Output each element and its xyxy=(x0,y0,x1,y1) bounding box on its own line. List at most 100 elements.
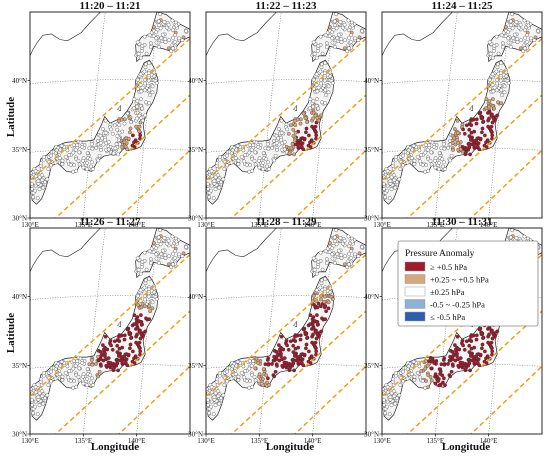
station-point xyxy=(251,143,255,147)
station-point xyxy=(495,81,499,86)
station-point xyxy=(536,29,540,33)
station-point xyxy=(455,138,459,143)
station-point xyxy=(311,116,315,121)
station-point xyxy=(54,148,59,153)
station-point xyxy=(312,51,317,56)
station-point xyxy=(147,33,152,37)
station-point xyxy=(41,155,46,159)
station-point xyxy=(152,290,157,295)
station-point xyxy=(289,362,294,367)
station-point xyxy=(312,267,317,272)
station-point xyxy=(486,340,490,345)
station-point xyxy=(263,362,268,367)
station-point xyxy=(316,322,320,327)
legend-label: +0.25 ~ +0.5 hPa xyxy=(430,275,489,285)
station-point xyxy=(137,345,142,350)
station-point xyxy=(462,131,467,136)
station-point xyxy=(117,334,121,339)
station-point xyxy=(477,111,482,116)
station-point xyxy=(323,101,328,106)
station-point xyxy=(492,106,496,111)
station-point xyxy=(282,356,287,360)
station-point xyxy=(140,85,145,90)
station-point xyxy=(326,306,331,311)
station-point xyxy=(502,84,507,89)
legend-label: ≤ -0.5 hPa xyxy=(430,312,465,322)
station-point xyxy=(463,151,468,156)
station-point xyxy=(75,359,79,363)
station-point xyxy=(483,349,487,354)
station-point xyxy=(308,97,313,102)
station-point xyxy=(292,368,296,373)
x-tick-label: 130°E xyxy=(373,437,391,445)
y-tick-label: 40°N xyxy=(12,293,27,301)
wave-front-line xyxy=(206,253,366,398)
station-point xyxy=(523,46,527,51)
parallel xyxy=(30,79,190,84)
station-point xyxy=(327,250,332,254)
station-point xyxy=(174,239,179,244)
station-point xyxy=(139,331,144,336)
station-point xyxy=(159,36,164,40)
station-point xyxy=(135,315,140,319)
ylabel-top: Latitude xyxy=(5,97,17,137)
station-point xyxy=(219,180,223,185)
map-content xyxy=(30,12,190,218)
station-point xyxy=(330,297,335,301)
station-point xyxy=(116,152,120,157)
station-point xyxy=(388,395,393,399)
station-point xyxy=(134,340,138,345)
station-point xyxy=(150,90,155,95)
station-point xyxy=(481,336,485,340)
station-point xyxy=(253,162,258,167)
station-point xyxy=(437,383,441,388)
station-point xyxy=(150,84,155,89)
station-point xyxy=(90,376,94,381)
x-tick-label: 140°E xyxy=(128,437,146,445)
station-point xyxy=(247,143,252,147)
station-point xyxy=(382,187,386,191)
station-point xyxy=(401,369,405,374)
station-point xyxy=(225,163,229,168)
station-point xyxy=(298,140,303,144)
station-point xyxy=(398,383,403,387)
station-point xyxy=(257,156,262,161)
station-point xyxy=(140,301,145,306)
station-point xyxy=(515,37,520,41)
station-point xyxy=(415,155,420,159)
station-point xyxy=(277,127,281,131)
station-point xyxy=(347,46,351,51)
station-point xyxy=(35,196,40,200)
station-point xyxy=(112,339,117,344)
station-point xyxy=(106,363,111,368)
station-point xyxy=(212,179,217,183)
ylabel-bottom: Latitude xyxy=(5,313,17,353)
legend-swatch xyxy=(404,311,426,322)
station-point xyxy=(342,238,347,243)
station-point xyxy=(49,379,53,384)
station-point xyxy=(131,133,135,138)
station-point xyxy=(357,251,362,256)
station-point xyxy=(235,359,240,364)
station-point xyxy=(498,83,503,88)
station-point xyxy=(465,362,470,367)
station-point xyxy=(441,164,445,169)
station-point xyxy=(319,297,323,302)
station-point xyxy=(252,375,257,379)
wave-front-line xyxy=(117,149,190,218)
station-point xyxy=(343,38,347,42)
station-point xyxy=(385,188,389,193)
station-point xyxy=(209,188,213,193)
station-point xyxy=(528,36,533,41)
station-point xyxy=(106,140,111,144)
wave-front-line xyxy=(406,94,542,218)
station-point xyxy=(499,88,504,92)
station-point xyxy=(184,29,188,33)
station-point xyxy=(63,371,68,375)
station-point xyxy=(524,40,529,44)
station-point xyxy=(455,354,459,359)
station-point xyxy=(173,33,177,38)
station-point xyxy=(291,350,296,354)
station-point xyxy=(139,305,144,310)
station-point xyxy=(449,369,454,374)
